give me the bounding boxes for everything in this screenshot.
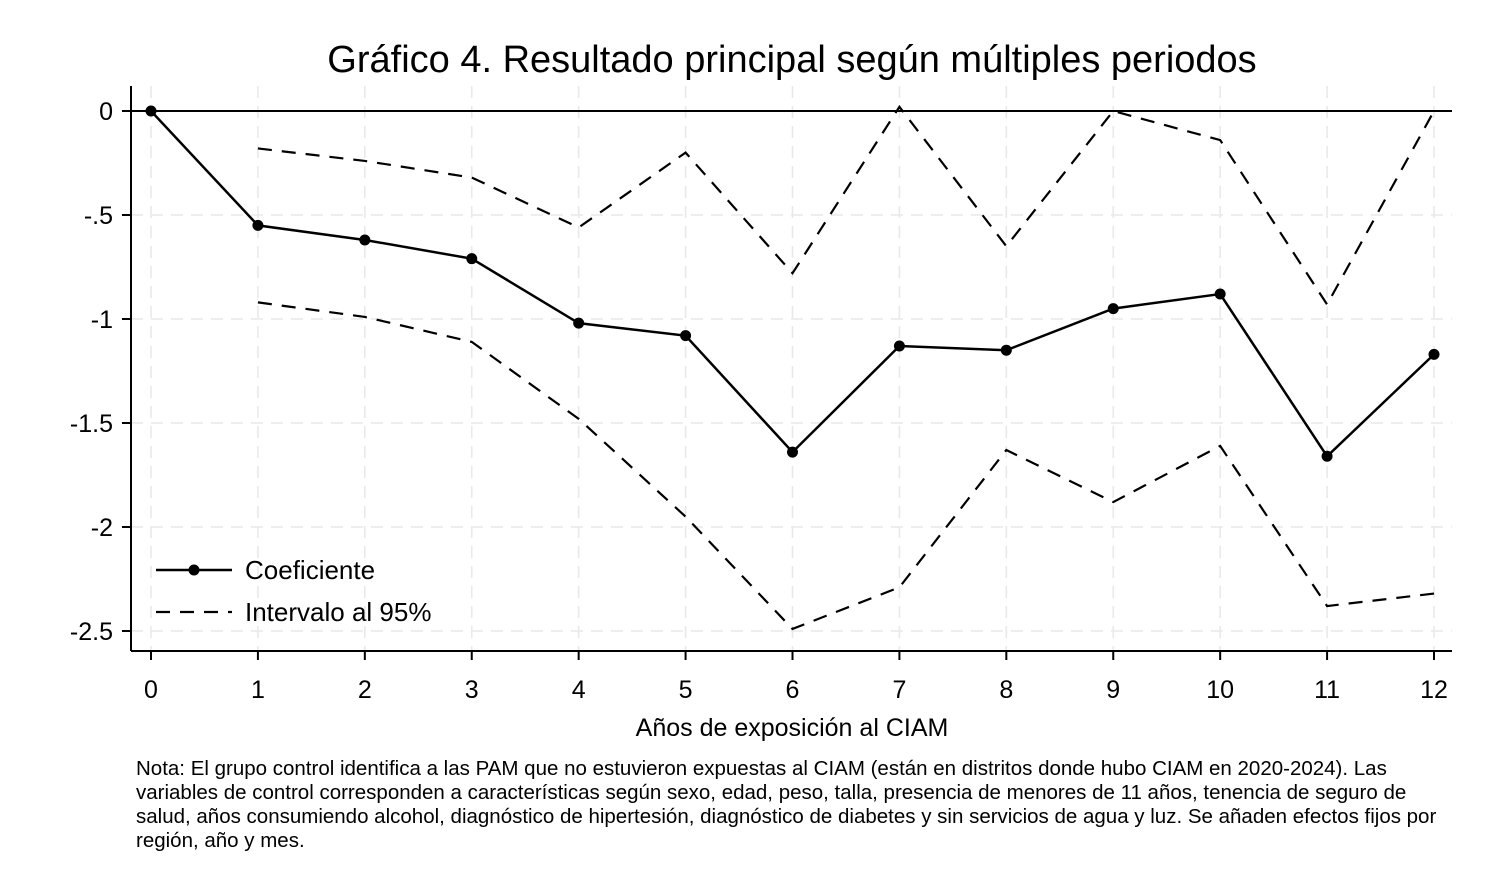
x-tick-label: 11 [1314,676,1340,704]
x-tick-label: 3 [465,676,479,704]
series-group [145,104,1440,631]
legend-coeficiente-label: Coeficiente [245,555,375,585]
x-tick-label: 6 [786,676,800,704]
x-tick-label: 1 [251,676,265,704]
x-tick-label: 5 [679,676,693,704]
ci-lower-line [257,301,1435,631]
y-tick-label: -2 [91,514,113,542]
x-axis-label: Años de exposición al CIAM [636,714,949,742]
y-tick-label: -.5 [84,202,113,230]
y-tick-label: 0 [99,98,113,126]
x-tick-label: 4 [572,676,586,704]
legend: Coeficiente Intervalo al 95% [156,555,431,627]
y-tick-label: -1 [91,306,113,334]
coeficiente-point [1107,303,1119,315]
coeficiente-point [1428,348,1440,360]
chart-title: Gráfico 4. Resultado principal según múl… [327,39,1256,81]
x-ticks: 0 1 2 3 4 5 6 7 8 9 10 11 12 [144,651,1448,704]
y-tick-label: -1.5 [70,410,113,438]
coeficiente-point [893,340,905,352]
coeficiente-point [1000,344,1012,356]
coeficiente-point [359,234,371,246]
coeficiente-point [145,105,157,117]
coeficiente-point [466,253,478,265]
x-tick-label: 7 [892,676,906,704]
footnote: Nota: El grupo control identifica a las … [136,757,1437,852]
coeficiente-point [1214,288,1226,300]
legend-coeficiente-marker [188,564,200,576]
coeficiente-point [573,317,585,329]
x-tick-label: 2 [358,676,372,704]
x-tick-label: 9 [1106,676,1120,704]
coeficiente-point [1321,450,1333,462]
coeficiente-point [680,330,692,342]
ci-upper-line [257,104,1435,307]
legend-intervalo-label: Intervalo al 95% [245,597,431,627]
x-tick-label: 0 [144,676,158,704]
x-tick-label: 8 [999,676,1013,704]
y-tick-label: -2.5 [70,618,113,646]
coeficiente-line [150,110,1435,459]
coeficiente-point [252,219,264,231]
y-ticks: 0 -.5 -1 -1.5 -2 -2.5 [70,98,131,646]
x-tick-label: 12 [1420,676,1448,704]
coeficiente-point [787,446,798,458]
x-tick-label: 10 [1206,676,1234,704]
